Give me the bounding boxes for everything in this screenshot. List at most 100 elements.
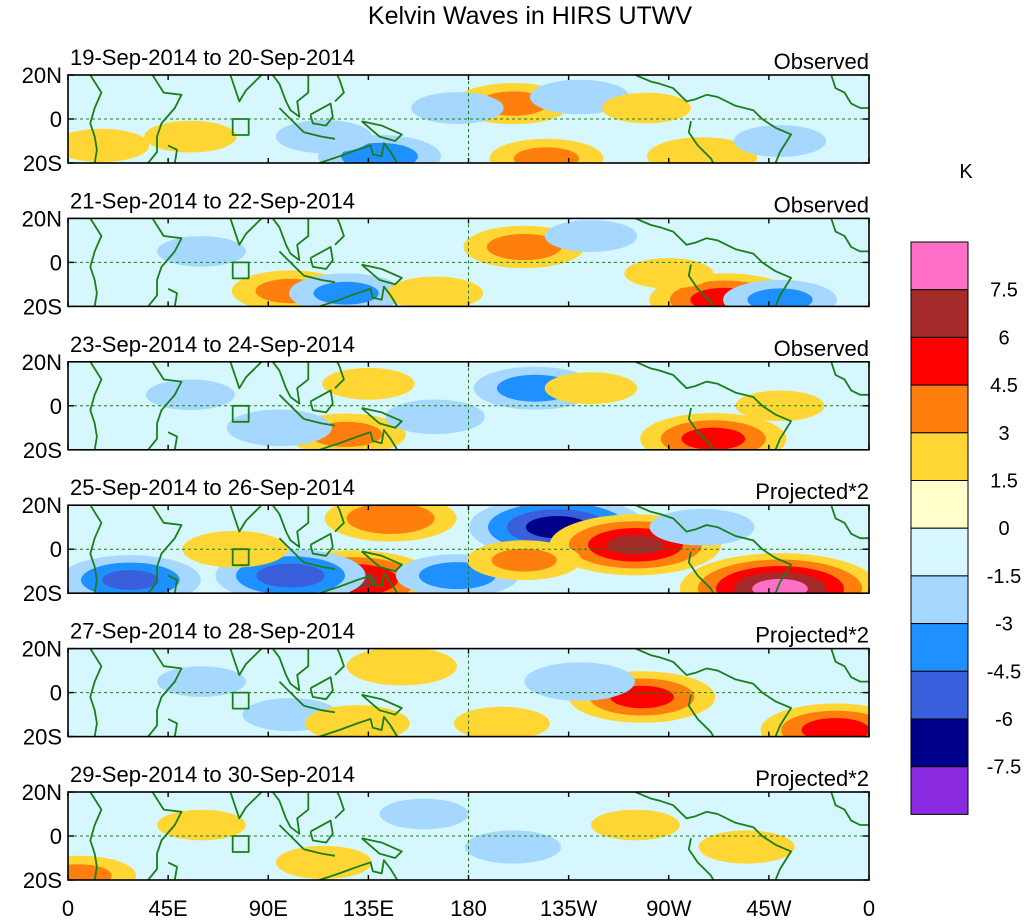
anomaly-blob <box>698 830 795 864</box>
y-tick-label: 0 <box>50 537 62 562</box>
panel-status-label: Observed <box>774 192 869 217</box>
contour-level <box>591 809 680 841</box>
panel-plot-area <box>68 361 869 450</box>
anomaly-blob <box>68 855 137 880</box>
coastline <box>197 361 310 405</box>
coastline <box>334 792 345 820</box>
anomaly-blob <box>322 367 415 400</box>
y-tick-label: 0 <box>50 681 62 706</box>
panel-4: 20N 0 20S 25-Sep-2014 to 26-Sep-2014 Project… <box>22 475 870 606</box>
panel-6: 20N 0 20S 29-Sep-2014 to 30-Sep-2014 Project… <box>22 762 870 893</box>
contour-level <box>544 372 638 405</box>
contour-level <box>379 798 469 830</box>
coastline <box>278 250 305 277</box>
anomaly-blob <box>385 399 485 435</box>
coastline <box>635 648 792 737</box>
anomaly-blob <box>679 553 869 594</box>
colorbar-label: -1.5 <box>987 566 1021 588</box>
colorbar-swatch <box>910 766 969 815</box>
colorbar-swatch <box>910 432 969 481</box>
coastline <box>89 75 103 163</box>
anomaly-blob <box>544 372 638 405</box>
colorbar-label: 0 <box>998 518 1009 540</box>
contour-level <box>747 288 813 307</box>
anomaly-blob <box>591 809 680 841</box>
colorbar-label: 1.5 <box>990 471 1018 493</box>
coastlines <box>89 648 869 737</box>
coastline <box>830 218 869 253</box>
colorbar-label: 3 <box>998 423 1009 445</box>
panel-2: 20N 0 20S 21-Sep-2014 to 22-Sep-2014 Observe… <box>22 188 870 319</box>
coastline <box>830 505 869 540</box>
coastline <box>303 418 336 427</box>
colorbar-swatch <box>910 336 969 386</box>
y-tick-label: 20N <box>22 780 62 805</box>
coastline <box>89 361 103 450</box>
coastline <box>635 218 792 307</box>
anomaly-blob <box>453 706 550 737</box>
coastline <box>147 792 183 880</box>
contour-level <box>346 505 435 534</box>
anomaly-blob <box>68 128 150 162</box>
panel-period-label: 19-Sep-2014 to 20-Sep-2014 <box>70 45 355 70</box>
contour-level <box>387 276 484 307</box>
colorbar-label: -4.5 <box>987 661 1021 683</box>
contour-level <box>698 830 795 864</box>
contour-level <box>607 534 664 555</box>
panel-5: 20N 0 20S 27-Sep-2014 to 28-Sep-2014 Project… <box>22 619 870 750</box>
region-box <box>231 261 250 280</box>
region-box <box>231 548 250 567</box>
colorbar-swatch <box>910 623 969 672</box>
colorbar-swatch <box>910 527 969 577</box>
panel-status-label: Projected*2 <box>755 623 869 648</box>
panel-status-label: Projected*2 <box>755 479 869 504</box>
region-box <box>231 404 250 423</box>
panel-plot-area <box>68 505 869 594</box>
coastline <box>167 431 178 450</box>
panel-period-label: 25-Sep-2014 to 26-Sep-2014 <box>70 475 355 500</box>
anomaly-blob <box>544 220 638 252</box>
coastline <box>167 718 178 737</box>
panel-period-label: 29-Sep-2014 to 30-Sep-2014 <box>70 762 355 787</box>
coastline <box>334 505 345 533</box>
anomaly-blob <box>760 703 869 737</box>
coastline <box>309 532 334 557</box>
contour-level <box>602 92 691 124</box>
anomaly-blob <box>324 505 457 542</box>
colorbar-swatch <box>910 289 969 338</box>
x-tick-label: 45E <box>149 896 188 921</box>
colorbar-label: 4.5 <box>990 375 1018 397</box>
x-tick-label: 135W <box>540 896 598 921</box>
contour-level <box>144 120 237 153</box>
anomaly-blob <box>304 705 410 737</box>
contour-level <box>322 367 415 400</box>
coastline <box>303 848 336 857</box>
anomaly-blob <box>68 555 201 594</box>
colorbar: K 7.5 6 4.5 3 1.5 0 -1.5 -3 -4.5 -6 -7.5 <box>910 161 1021 815</box>
contour-level <box>313 281 379 305</box>
panel-group: 20N 0 20S 19-Sep-2014 to 20-Sep-2014 Observe… <box>22 45 870 893</box>
coastline <box>147 361 183 450</box>
colorbar-label: 7.5 <box>990 280 1018 302</box>
coastline <box>197 505 310 548</box>
anomaly-blob <box>144 120 237 153</box>
coastline <box>167 574 178 594</box>
y-tick-label: 0 <box>50 107 62 132</box>
panel-1: 20N 0 20S 19-Sep-2014 to 20-Sep-2014 Observe… <box>22 45 870 176</box>
anomaly-blob <box>723 279 837 307</box>
panel-status-label: Projected*2 <box>755 766 869 791</box>
contour-level <box>486 233 562 261</box>
panel-status-label: Observed <box>774 336 869 361</box>
x-tick-label: 90E <box>249 896 288 921</box>
contour-level <box>681 427 746 450</box>
panel-plot-area <box>68 75 869 163</box>
anomaly-blob <box>640 413 787 450</box>
contour-level <box>226 409 332 447</box>
coastline <box>89 505 103 594</box>
coastline <box>687 264 715 307</box>
panel-3: 20N 0 20S 23-Sep-2014 to 24-Sep-2014 Observe… <box>22 332 870 463</box>
coastline <box>687 407 715 450</box>
x-tick-label: 45W <box>746 896 791 921</box>
coastline <box>635 792 792 880</box>
anomaly-blob <box>346 648 457 686</box>
